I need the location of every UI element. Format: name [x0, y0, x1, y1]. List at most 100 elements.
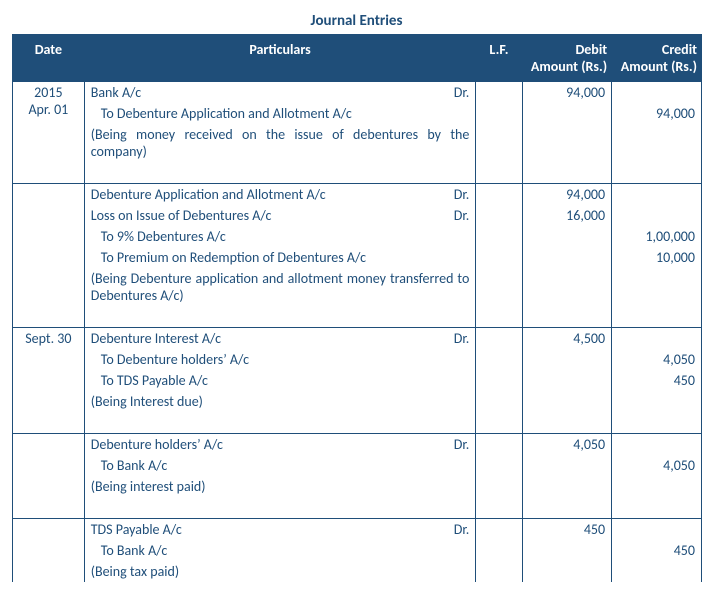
table-row — [13, 497, 702, 519]
debit-cell — [522, 540, 612, 561]
table-row: (Being Debenture application and allotme… — [13, 268, 702, 306]
credit-cell: 94,000 — [612, 103, 702, 124]
table-row: To Debenture holders’ A/c4,050 — [13, 349, 702, 370]
credit-cell — [612, 519, 702, 541]
debit-cell — [522, 247, 612, 268]
particulars-cell: To Debenture Application and Allotment A… — [84, 103, 476, 124]
date-cell — [13, 434, 85, 519]
dr-marker: Dr. — [439, 330, 469, 347]
dr-marker: Dr. — [439, 84, 469, 101]
lf-cell — [476, 519, 522, 583]
narration-cell: (Being tax paid) — [84, 561, 476, 582]
account-name: Loss on Issue of Debentures A/c — [91, 207, 440, 224]
date-cell — [13, 184, 85, 328]
dr-marker — [439, 228, 469, 245]
col-header-debit: Debit Amount (Rs.) — [522, 35, 612, 82]
credit-cell — [612, 328, 702, 350]
debit-cell — [522, 391, 612, 412]
table-row: Sept. 30 Debenture Interest A/cDr. 4,500 — [13, 328, 702, 350]
spacer-cell — [84, 162, 476, 184]
date-md: Sept. 30 — [19, 330, 78, 347]
date-cell: Sept. 30 — [13, 328, 85, 434]
date-year: 2015 — [19, 84, 78, 101]
particulars-cell: To Premium on Redemption of Debentures A… — [84, 247, 476, 268]
credit-cell: 4,050 — [612, 455, 702, 476]
table-row: 2015Apr. 01Bank A/cDr.94,000 — [13, 82, 702, 104]
debit-cell: 450 — [522, 519, 612, 541]
spacer-cell — [84, 412, 476, 434]
dr-marker — [439, 351, 469, 368]
particulars-cell: Debenture holders’ A/cDr. — [84, 434, 476, 456]
particulars-cell: Debenture Interest A/cDr. — [84, 328, 476, 350]
particulars-cell: To Bank A/c — [84, 455, 476, 476]
particulars-cell: To Debenture holders’ A/c — [84, 349, 476, 370]
table-row — [13, 162, 702, 184]
debit-cell — [522, 455, 612, 476]
spacer-cell — [612, 162, 702, 184]
spacer-cell — [84, 306, 476, 328]
account-name: TDS Payable A/c — [91, 521, 440, 538]
table-row: (Being tax paid) — [13, 561, 702, 582]
spacer-cell — [522, 497, 612, 519]
table-title: Journal Entries — [12, 12, 701, 30]
credit-cell — [612, 561, 702, 582]
table-row: (Being Interest due) — [13, 391, 702, 412]
narration-cell: (Being money received on the issue of de… — [84, 124, 476, 162]
header-row: Date Particulars L.F. Debit Amount (Rs.)… — [13, 35, 702, 82]
table-row: TDS Payable A/cDr. 450 — [13, 519, 702, 541]
account-name: Bank A/c — [91, 84, 440, 101]
dr-marker — [439, 457, 469, 474]
table-row: To 9% Debentures A/c 1,00,000 — [13, 226, 702, 247]
particulars-cell: To 9% Debentures A/c — [84, 226, 476, 247]
dr-marker — [439, 372, 469, 389]
debit-cell — [522, 103, 612, 124]
dr-marker: Dr. — [439, 186, 469, 203]
particulars-cell: Loss on Issue of Debentures A/cDr. — [84, 205, 476, 226]
account-name: To Bank A/c — [91, 542, 440, 559]
spacer-cell — [84, 497, 476, 519]
date-cell: 2015Apr. 01 — [13, 82, 85, 184]
spacer-cell — [612, 412, 702, 434]
lf-cell — [476, 328, 522, 434]
dr-marker: Dr. — [439, 436, 469, 453]
table-row: Debenture holders’ A/cDr. 4,050 — [13, 434, 702, 456]
table-row: To Premium on Redemption of Debentures A… — [13, 247, 702, 268]
credit-cell — [612, 476, 702, 497]
account-name: To Debenture Application and Allotment A… — [91, 105, 440, 122]
dr-marker: Dr. — [439, 521, 469, 538]
spacer-cell — [522, 162, 612, 184]
lf-cell — [476, 82, 522, 184]
credit-cell — [612, 268, 702, 306]
credit-cell: 450 — [612, 370, 702, 391]
debit-cell: 4,500 — [522, 328, 612, 350]
account-name: Debenture holders’ A/c — [91, 436, 440, 453]
dr-marker: Dr. — [439, 207, 469, 224]
spacer-cell — [612, 306, 702, 328]
credit-cell: 1,00,000 — [612, 226, 702, 247]
debit-cell: 94,000 — [522, 82, 612, 104]
particulars-cell: Debenture Application and Allotment A/cD… — [84, 184, 476, 206]
credit-cell — [612, 184, 702, 206]
debit-cell — [522, 268, 612, 306]
table-row: Loss on Issue of Debentures A/cDr.16,000 — [13, 205, 702, 226]
credit-cell — [612, 205, 702, 226]
debit-cell — [522, 561, 612, 582]
debit-cell: 4,050 — [522, 434, 612, 456]
journal-table: Date Particulars L.F. Debit Amount (Rs.)… — [12, 34, 702, 582]
col-header-credit: Credit Amount (Rs.) — [612, 35, 702, 82]
narration-cell: (Being interest paid) — [84, 476, 476, 497]
debit-cell — [522, 349, 612, 370]
dr-marker — [439, 542, 469, 559]
particulars-cell: TDS Payable A/cDr. — [84, 519, 476, 541]
date-cell — [13, 519, 85, 583]
account-name: To Bank A/c — [91, 457, 440, 474]
table-row: (Being money received on the issue of de… — [13, 124, 702, 162]
particulars-cell: To Bank A/c — [84, 540, 476, 561]
table-row: To Bank A/c 4,050 — [13, 455, 702, 476]
credit-cell — [612, 124, 702, 162]
account-name: Debenture Application and Allotment A/c — [91, 186, 440, 203]
debit-cell — [522, 226, 612, 247]
col-header-lf: L.F. — [476, 35, 522, 82]
credit-cell: 450 — [612, 540, 702, 561]
narration-cell: (Being Debenture application and allotme… — [84, 268, 476, 306]
